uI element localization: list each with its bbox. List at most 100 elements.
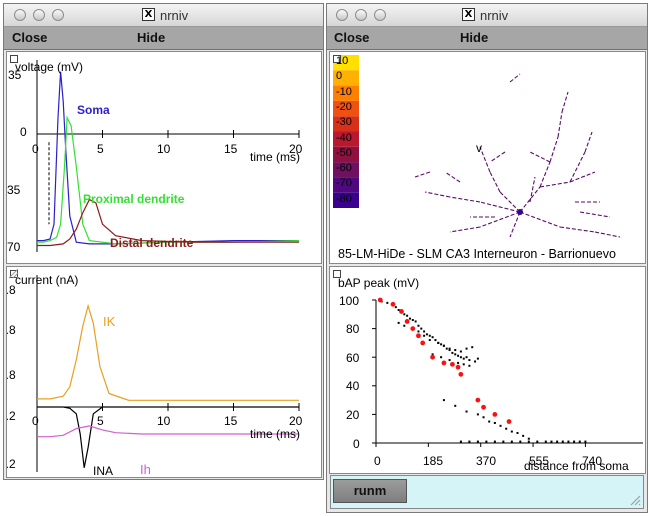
data-point	[550, 440, 553, 443]
close-window-icon[interactable]	[336, 9, 348, 21]
x-tick: 5	[97, 142, 104, 156]
dendrite-segment	[509, 73, 521, 83]
x-tick: 15	[224, 142, 238, 156]
y-tick: 0	[20, 125, 27, 139]
sampled-point	[430, 354, 435, 360]
data-point	[468, 440, 471, 443]
colorbar-label: -50	[336, 146, 352, 159]
data-point	[411, 319, 414, 322]
dendrite-segment	[519, 186, 541, 213]
window-title: nrniv	[480, 8, 509, 23]
data-point	[428, 334, 431, 337]
sampled-point	[481, 404, 486, 410]
colorbar-label: 0	[336, 70, 343, 83]
colorbar-label: -60	[336, 162, 352, 175]
hide-menu[interactable]: Hide	[460, 30, 489, 45]
data-point	[397, 309, 400, 312]
data-point	[445, 347, 448, 350]
dendrite-segment	[499, 191, 521, 213]
trace-distal-dendrite	[37, 198, 299, 247]
data-point	[516, 431, 519, 434]
current-ylabel: current (nA)	[15, 273, 79, 287]
sampled-point	[441, 360, 447, 366]
zoom-window-icon[interactable]	[52, 9, 64, 21]
bap-ylabel: bAP peak (mV)	[338, 276, 420, 290]
sampled-point	[475, 397, 481, 403]
y-tick: 0.2	[6, 457, 16, 471]
legend-ik: IK	[103, 314, 116, 329]
neuron-morphology	[414, 73, 621, 238]
hide-menu[interactable]: Hide	[137, 30, 166, 45]
data-point	[527, 440, 530, 443]
voltage-axes	[36, 60, 300, 252]
data-point	[428, 339, 431, 342]
y-tick: -35	[6, 183, 21, 197]
data-point	[440, 356, 443, 359]
voltage-xlabel: time (ms)	[250, 150, 300, 164]
shape-plot[interactable]: 10 0 -10 -20 -30 -40 -50 -60 -70 -80 v 85-LM-HiDe…	[329, 51, 646, 264]
data-point	[488, 420, 491, 423]
dendrite-segment	[579, 211, 611, 218]
graph-menu-box[interactable]	[333, 55, 341, 63]
right-titlebar: X nrniv	[327, 4, 647, 27]
dendrite-segment	[539, 161, 551, 188]
colorbar-label: -40	[336, 131, 352, 144]
data-point	[442, 344, 445, 347]
x-tick: 15	[224, 414, 238, 428]
data-point	[431, 353, 434, 356]
data-point	[505, 427, 508, 430]
bap-points	[377, 297, 587, 443]
dendrite-segment	[509, 211, 521, 238]
data-point	[459, 350, 462, 353]
dendrite-segment	[569, 171, 596, 183]
data-point	[403, 324, 406, 327]
data-point	[561, 440, 564, 443]
bap-graph[interactable]: bAP peak (mV) distance from soma 100 80 …	[329, 266, 646, 474]
resize-grip-icon[interactable]	[7, 267, 19, 279]
minimize-window-icon[interactable]	[355, 9, 367, 21]
current-graph[interactable]: current (nA) time (ms) 0.8 0.8 0.8 0.2 0…	[6, 266, 322, 478]
data-point	[474, 360, 477, 363]
close-window-icon[interactable]	[14, 9, 26, 21]
legend-ina: INA	[93, 464, 114, 478]
window-title: nrniv	[160, 8, 189, 23]
x-tick: 20	[289, 414, 303, 428]
close-menu[interactable]: Close	[12, 30, 48, 45]
dendrite-segment	[584, 131, 593, 153]
sampled-point	[420, 340, 426, 346]
data-point	[454, 349, 457, 352]
close-menu[interactable]: Close	[334, 30, 370, 45]
data-point	[448, 349, 451, 352]
data-point	[510, 440, 513, 443]
sampled-point	[492, 412, 498, 417]
right-menubar: Close Hide	[327, 27, 647, 50]
data-point	[465, 410, 468, 413]
voltage-traces	[37, 71, 300, 247]
data-point	[493, 440, 496, 443]
data-point	[567, 440, 570, 443]
data-point	[451, 351, 454, 354]
voltage-graph[interactable]: voltage (mV) time (ms) 35 0 -35 -70 0 5 …	[6, 51, 322, 264]
sampled-point	[416, 333, 421, 339]
zoom-window-icon[interactable]	[374, 9, 386, 21]
right-window: X nrniv Close Hide 10 0 -10 -20 -30 -40 -50 -60…	[326, 3, 648, 513]
data-point	[485, 440, 488, 443]
dendrite-segment	[569, 151, 586, 183]
dendrite-segment	[539, 181, 571, 188]
graph-menu-box[interactable]	[333, 270, 341, 278]
x11-icon: X	[462, 8, 475, 21]
resize-grip-icon[interactable]	[629, 494, 641, 506]
runm-button[interactable]: runm	[333, 479, 407, 503]
colorbar-swatch	[333, 192, 359, 208]
data-point	[448, 359, 451, 362]
data-point	[499, 424, 502, 427]
graph-menu-box[interactable]	[10, 55, 18, 63]
bap-xlabel: distance from soma	[524, 459, 629, 473]
colorbar-swatch	[333, 146, 359, 163]
minimize-window-icon[interactable]	[33, 9, 45, 21]
x-tick: 0	[374, 454, 381, 468]
dendrite-segment	[529, 151, 551, 163]
data-point	[536, 440, 539, 443]
x-tick: 0	[32, 142, 39, 156]
data-point	[556, 440, 559, 443]
